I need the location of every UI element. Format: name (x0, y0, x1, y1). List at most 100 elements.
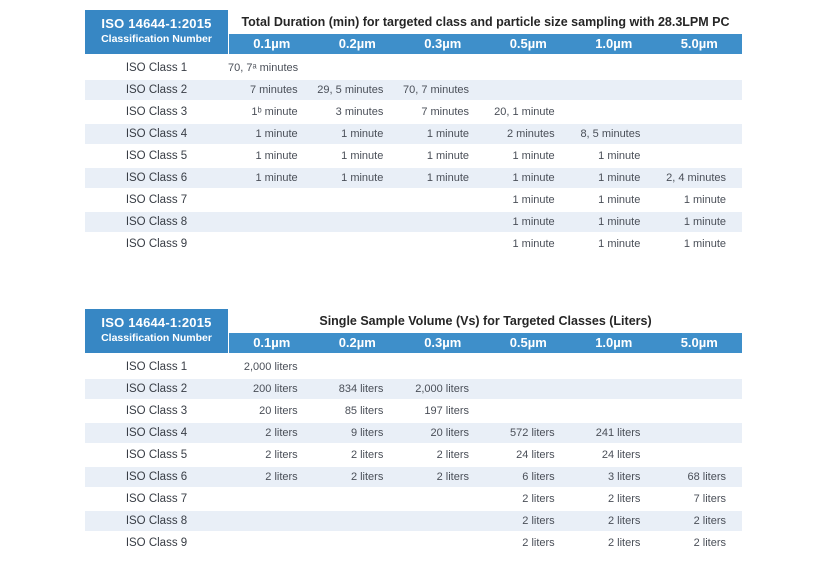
table-row: ISO Class 2 200 liters 834 liters 2,000 lit… (85, 378, 742, 400)
volume-table-body: ISO Class 1 2,000 liters ISO Class 2 200 li… (85, 356, 742, 554)
table-row: ISO Class 6 2 liters 2 liters 2 liters 6 lit… (85, 466, 742, 488)
classification-corner-box: ISO 14644-1:2015 Classification Number (85, 309, 228, 353)
value-cell: 2 liters (265, 449, 298, 461)
table-row: ISO Class 1 2,000 liters (85, 356, 742, 378)
table-row: ISO Class 8 1 minute 1 minute 1 minute (85, 211, 742, 233)
value-cell: 7 minutes (421, 106, 470, 118)
iso-standard-label: ISO 14644-1:2015 (101, 16, 212, 31)
value-cell: 2 liters (607, 515, 641, 527)
column-header-0-5um: 0.5µm (509, 335, 547, 350)
value-cell: 197 liters (424, 405, 470, 417)
column-header-0-1um: 0.1µm (253, 335, 291, 350)
duration-table: ISO 14644-1:2015 Classification Number T… (85, 10, 742, 255)
row-label: ISO Class 2 (125, 84, 188, 96)
value-cell: 1 minute (598, 172, 641, 184)
table-row: ISO Class 5 2 liters 2 liters 2 liters 24 li… (85, 444, 742, 466)
row-label: ISO Class 8 (125, 515, 188, 527)
value-cell: 8, 5 minutes (580, 128, 641, 140)
value-cell: 1 minute (255, 128, 298, 140)
value-cell: 1 minute (598, 150, 641, 162)
value-cell: 2 liters (693, 537, 727, 549)
value-cell: 2 liters (265, 471, 298, 483)
table-row: ISO Class 3 20 liters 85 liters 197 liters (85, 400, 742, 422)
iso-standard-label: ISO 14644-1:2015 (101, 315, 212, 330)
value-cell: 20 liters (430, 427, 470, 439)
value-cell: 1 minute (426, 150, 470, 162)
value-cell: 1 minute (341, 128, 384, 140)
duration-column-header-row: 0.1µm 0.2µm 0.3µm 0.5µm 1.0µm 5.0µm (229, 34, 742, 54)
volume-table-header: ISO 14644-1:2015 Classification Number S… (85, 309, 742, 353)
value-cell: 241 liters (595, 427, 641, 439)
row-label: ISO Class 7 (125, 493, 188, 505)
value-cell: 2 liters (522, 515, 555, 527)
row-label: ISO Class 8 (125, 216, 188, 228)
value-cell: 2 liters (265, 427, 298, 439)
row-label: ISO Class 5 (125, 150, 188, 162)
value-cell: 70, 7ᵃ minutes (228, 62, 299, 74)
value-cell: 2,000 liters (415, 383, 470, 395)
value-cell: 70, 7 minutes (402, 84, 470, 96)
value-cell: 2, 4 minutes (666, 172, 727, 184)
table-row: ISO Class 4 1 minute 1 minute 1 minute 2 min… (85, 123, 742, 145)
row-label: ISO Class 5 (125, 449, 188, 461)
row-label: ISO Class 6 (125, 471, 188, 483)
value-cell: 1 minute (426, 172, 470, 184)
duration-table-header: ISO 14644-1:2015 Classification Number T… (85, 10, 742, 54)
value-cell: 1 minute (512, 150, 555, 162)
column-header-0-5um: 0.5µm (509, 36, 547, 51)
value-cell: 2 liters (607, 493, 641, 505)
classification-number-label: Classification Number (101, 332, 212, 344)
value-cell: 1 minute (598, 238, 641, 250)
column-header-0-1um: 0.1µm (253, 36, 291, 51)
value-cell: 2 minutes (506, 128, 555, 140)
value-cell: 6 liters (522, 471, 555, 483)
row-label: ISO Class 9 (125, 238, 188, 250)
volume-table: ISO 14644-1:2015 Classification Number S… (85, 309, 742, 554)
value-cell: 1 minute (512, 238, 555, 250)
column-header-1-0um: 1.0µm (595, 36, 633, 51)
value-cell: 24 liters (601, 449, 641, 461)
row-label: ISO Class 1 (125, 361, 188, 373)
row-label: ISO Class 3 (125, 405, 188, 417)
table-row: ISO Class 4 2 liters 9 liters 20 liters 572 … (85, 422, 742, 444)
column-header-0-3um: 0.3µm (424, 36, 462, 51)
value-cell: 85 liters (344, 405, 384, 417)
row-label: ISO Class 3 (125, 106, 188, 118)
value-cell: 3 minutes (335, 106, 384, 118)
table-row: ISO Class 9 2 liters 2 liters 2 liters (85, 532, 742, 554)
value-cell: 1 minute (341, 172, 384, 184)
table-row: ISO Class 5 1 minute 1 minute 1 minute 1 min… (85, 145, 742, 167)
value-cell: 20, 1 minute (494, 106, 555, 118)
value-cell: 572 liters (510, 427, 555, 439)
classification-number-label: Classification Number (101, 33, 212, 45)
table-row: ISO Class 3 1ᵇ minute 3 minutes 7 minutes 20… (85, 101, 742, 123)
table-row: ISO Class 2 7 minutes 29, 5 minutes 70, 7 m… (85, 79, 742, 101)
row-label: ISO Class 1 (125, 62, 188, 74)
value-cell: 2 liters (522, 493, 555, 505)
value-cell: 29, 5 minutes (317, 84, 384, 96)
table-row: ISO Class 9 1 minute 1 minute 1 minute (85, 233, 742, 255)
value-cell: 200 liters (253, 383, 298, 395)
value-cell: 2 liters (350, 449, 384, 461)
value-cell: 2 liters (436, 471, 470, 483)
value-cell: 68 liters (687, 471, 727, 483)
duration-table-body: ISO Class 1 70, 7ᵃ minutes ISO Class 2 7 mi… (85, 57, 742, 255)
value-cell: 20 liters (259, 405, 298, 417)
value-cell: 1 minute (255, 172, 298, 184)
duration-table-title: Total Duration (min) for targeted class … (241, 15, 730, 29)
table-row: ISO Class 8 2 liters 2 liters 2 liters (85, 510, 742, 532)
column-header-0-3um: 0.3µm (424, 335, 462, 350)
column-header-5-0um: 5.0µm (680, 36, 718, 51)
value-cell: 2 liters (522, 537, 555, 549)
value-cell: 7 liters (693, 493, 727, 505)
table-row: ISO Class 7 2 liters 2 liters 7 liters (85, 488, 742, 510)
column-header-0-2um: 0.2µm (338, 335, 376, 350)
row-label: ISO Class 6 (125, 172, 188, 184)
value-cell: 1 minute (683, 194, 727, 206)
row-label: ISO Class 9 (125, 537, 188, 549)
value-cell: 1 minute (683, 238, 727, 250)
value-cell: 7 minutes (249, 84, 298, 96)
duration-table-head-right: Total Duration (min) for targeted class … (229, 10, 742, 54)
value-cell: 2 liters (350, 471, 384, 483)
